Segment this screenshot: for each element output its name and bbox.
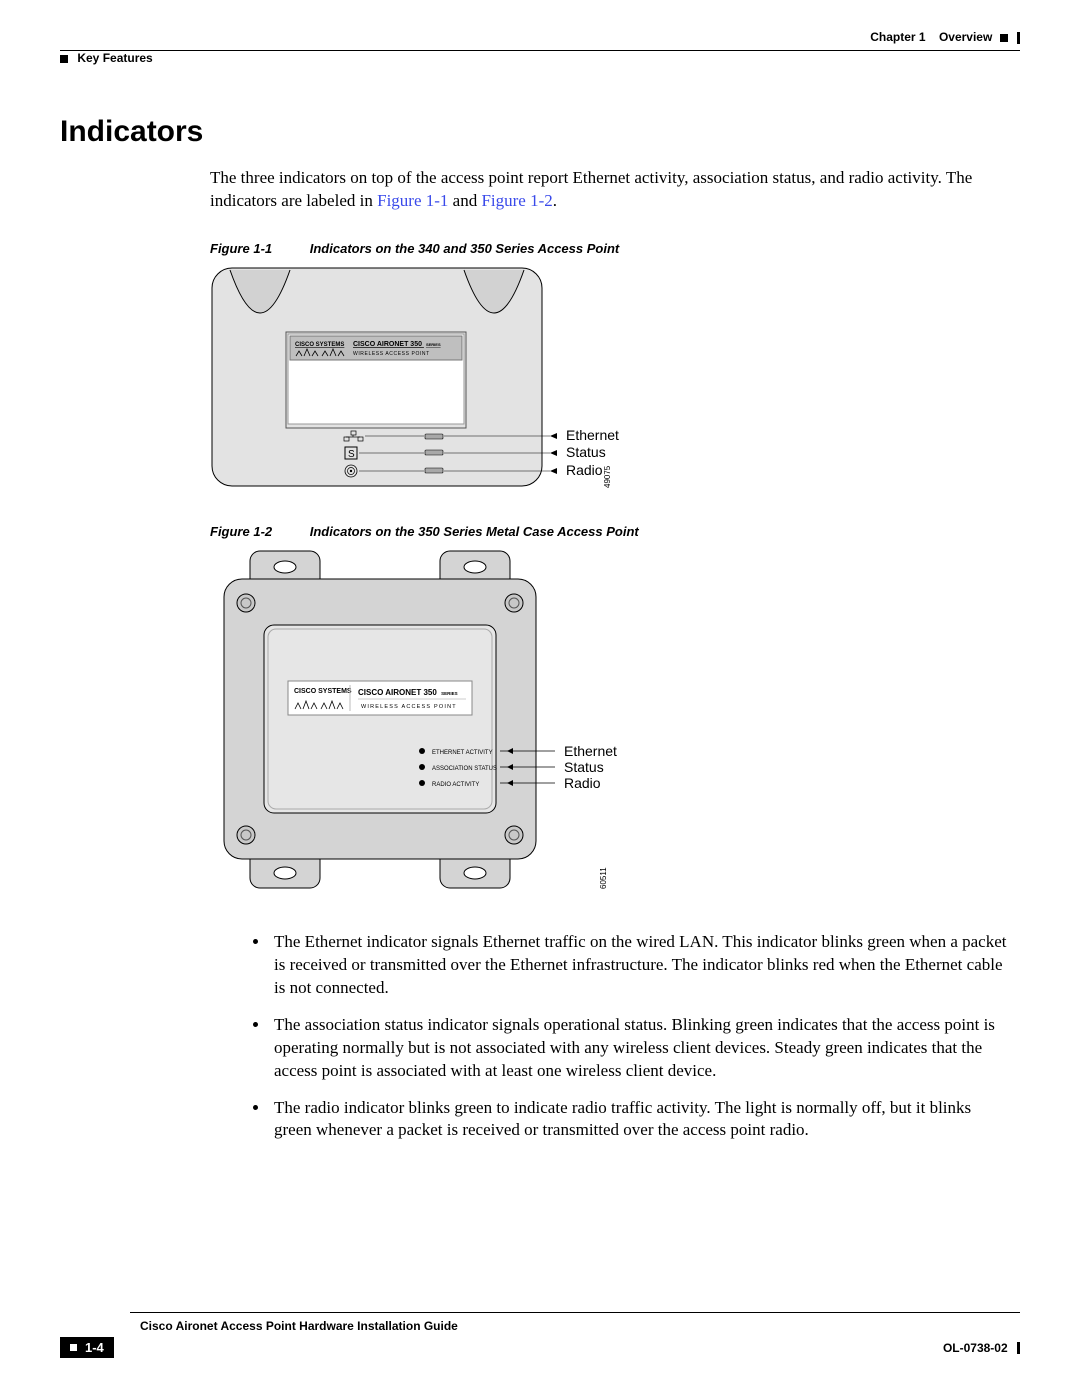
doc-id: OL-0738-02 bbox=[943, 1341, 1020, 1355]
section-heading: Indicators bbox=[60, 115, 1020, 149]
fig2-led-radio: RADIO ACTIVITY bbox=[432, 782, 479, 788]
fig1-status-letter: S bbox=[348, 449, 355, 460]
fig2-callout-status: Status bbox=[564, 759, 604, 775]
fig1-brand: CISCO SYSTEMS bbox=[295, 342, 344, 348]
intro-paragraph: The three indicators on top of the acces… bbox=[210, 167, 1010, 213]
figure-1-2-label: Figure 1-2 bbox=[210, 524, 272, 539]
fig1-product: CISCO AIRONET 350 bbox=[353, 341, 422, 348]
bullet-status: The association status indicator signals… bbox=[270, 1014, 1010, 1083]
figure-1-2: CISCO SYSTEMS CISCO AIRONET 350 SERIES W… bbox=[210, 549, 1020, 909]
figure-1-2-caption: Figure 1-2 Indicators on the 350 Series … bbox=[210, 524, 1020, 539]
subsection-label: Key Features bbox=[77, 51, 152, 65]
figure-1-2-svg: CISCO SYSTEMS CISCO AIRONET 350 SERIES W… bbox=[210, 549, 690, 909]
running-header-right: Chapter 1 Overview bbox=[60, 30, 1020, 44]
page-number-text: 1-4 bbox=[85, 1340, 104, 1355]
bullet-list: The Ethernet indicator signals Ethernet … bbox=[230, 931, 1010, 1143]
figure-1-1-svg: CISCO SYSTEMS CISCO AIRONET 350 SERIES W… bbox=[210, 266, 690, 496]
fig1-callout-ethernet: Ethernet bbox=[566, 427, 619, 443]
header-marker-bar bbox=[1017, 32, 1020, 44]
fig1-callout-radio: Radio bbox=[566, 462, 603, 478]
page-footer: Cisco Aironet Access Point Hardware Inst… bbox=[60, 1312, 1020, 1358]
bullet-radio: The radio indicator blinks green to indi… bbox=[270, 1097, 1010, 1143]
intro-after: . bbox=[553, 191, 557, 210]
fig2-subtitle: WIRELESS ACCESS POINT bbox=[361, 704, 457, 710]
fig2-callout-radio: Radio bbox=[564, 775, 601, 791]
figure-1-1-link[interactable]: Figure 1-1 bbox=[377, 191, 448, 210]
header-marker-square bbox=[1000, 34, 1008, 42]
fig2-product-suffix: SERIES bbox=[441, 691, 458, 696]
fig1-drawing-id: 49075 bbox=[603, 465, 612, 488]
chapter-title: Overview bbox=[939, 30, 992, 44]
figure-1-1-caption: Figure 1-1 Indicators on the 340 and 350… bbox=[210, 241, 1020, 256]
fig2-brand: CISCO SYSTEMS bbox=[294, 688, 352, 695]
fig1-subtitle: WIRELESS ACCESS POINT bbox=[353, 351, 430, 357]
figure-1-1-label: Figure 1-1 bbox=[210, 241, 272, 256]
chapter-number: Chapter 1 bbox=[870, 30, 925, 44]
fig2-callout-ethernet: Ethernet bbox=[564, 743, 617, 759]
intro-between: and bbox=[453, 191, 482, 210]
running-header-left: Key Features bbox=[60, 51, 1020, 65]
doc-id-text: OL-0738-02 bbox=[943, 1341, 1008, 1355]
fig1-callout-status: Status bbox=[566, 444, 606, 460]
intro-text: The three indicators on top of the acces… bbox=[210, 168, 972, 210]
fig2-led-assoc: ASSOCIATION STATUS bbox=[432, 766, 497, 772]
fig1-product-suffix: SERIES bbox=[426, 342, 441, 347]
page-number: 1-4 bbox=[60, 1337, 114, 1358]
figure-1-2-title: Indicators on the 350 Series Metal Case … bbox=[310, 524, 639, 539]
figure-1-2-link[interactable]: Figure 1-2 bbox=[481, 191, 552, 210]
figure-1-1-title: Indicators on the 340 and 350 Series Acc… bbox=[310, 241, 619, 256]
subsection-marker bbox=[60, 55, 68, 63]
figure-1-1: CISCO SYSTEMS CISCO AIRONET 350 SERIES W… bbox=[210, 266, 1020, 496]
fig2-drawing-id: 60511 bbox=[599, 867, 608, 889]
bullet-ethernet: The Ethernet indicator signals Ethernet … bbox=[270, 931, 1010, 1000]
fig2-led-eth: ETHERNET ACTIVITY bbox=[432, 750, 493, 756]
fig2-product: CISCO AIRONET 350 bbox=[358, 688, 437, 697]
footer-guide-title: Cisco Aironet Access Point Hardware Inst… bbox=[140, 1319, 1020, 1333]
svg-text:CISCO AIRONET 350 SERI: CISCO AIRONET 350 SERIES bbox=[353, 341, 441, 348]
